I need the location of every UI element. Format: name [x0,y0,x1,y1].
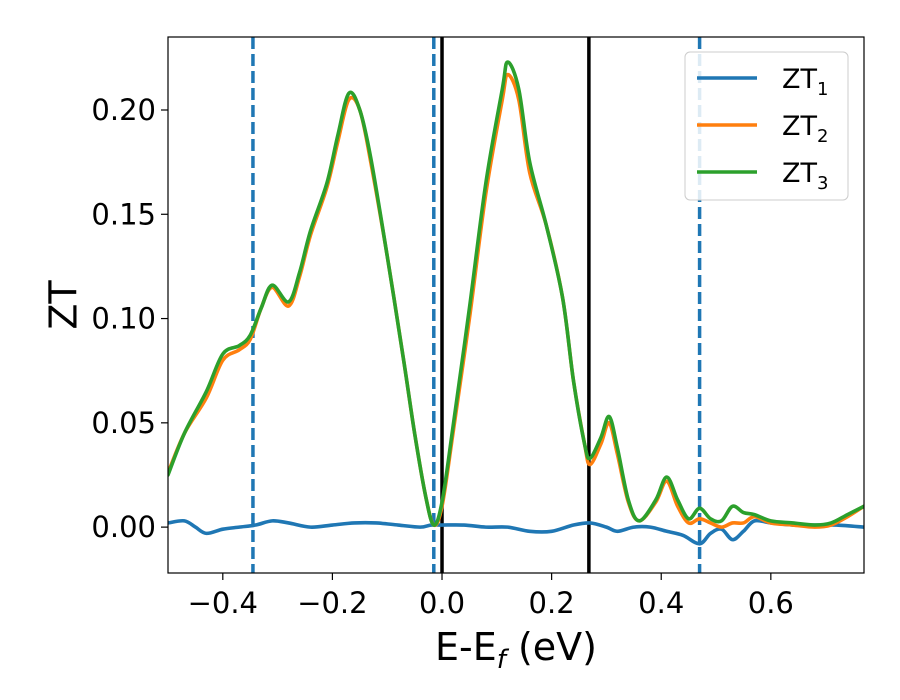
x-tick-label: −0.2 [297,586,367,620]
series-line-zt1 [168,518,864,546]
x-axis-label-main: E-E [435,625,497,669]
legend-label-zt3: ZT3 [782,158,828,194]
y-tick-label: 0.00 [91,510,156,544]
y-tick-label: 0.15 [91,197,156,231]
y-axis-label: ZT [42,280,86,330]
series-lines [168,60,864,546]
y-tick-label: 0.10 [91,302,156,336]
x-axis: −0.4 −0.2 0.0 0.2 0.4 0.6 [188,573,794,620]
y-tick-label: 0.20 [91,93,156,127]
x-axis-label: E-Ef (eV) [435,625,597,675]
x-tick-label: 0.0 [419,586,465,620]
x-tick-label: 0.4 [638,586,684,620]
legend-label-zt1: ZT1 [782,64,828,100]
y-axis: 0.00 0.05 0.10 0.15 0.20 [91,93,168,544]
legend: ZT1 ZT2 ZT3 [684,51,849,201]
x-tick-label: 0.6 [748,586,794,620]
plot-frame [167,36,865,574]
legend-box [684,51,849,201]
x-axis-label-unit: (eV) [506,625,597,669]
legend-label-zt2: ZT2 [782,111,828,147]
x-tick-label: 0.2 [529,586,575,620]
x-tick-label: −0.4 [188,586,258,620]
series-line-zt3 [168,60,864,527]
y-tick-label: 0.05 [91,406,156,440]
